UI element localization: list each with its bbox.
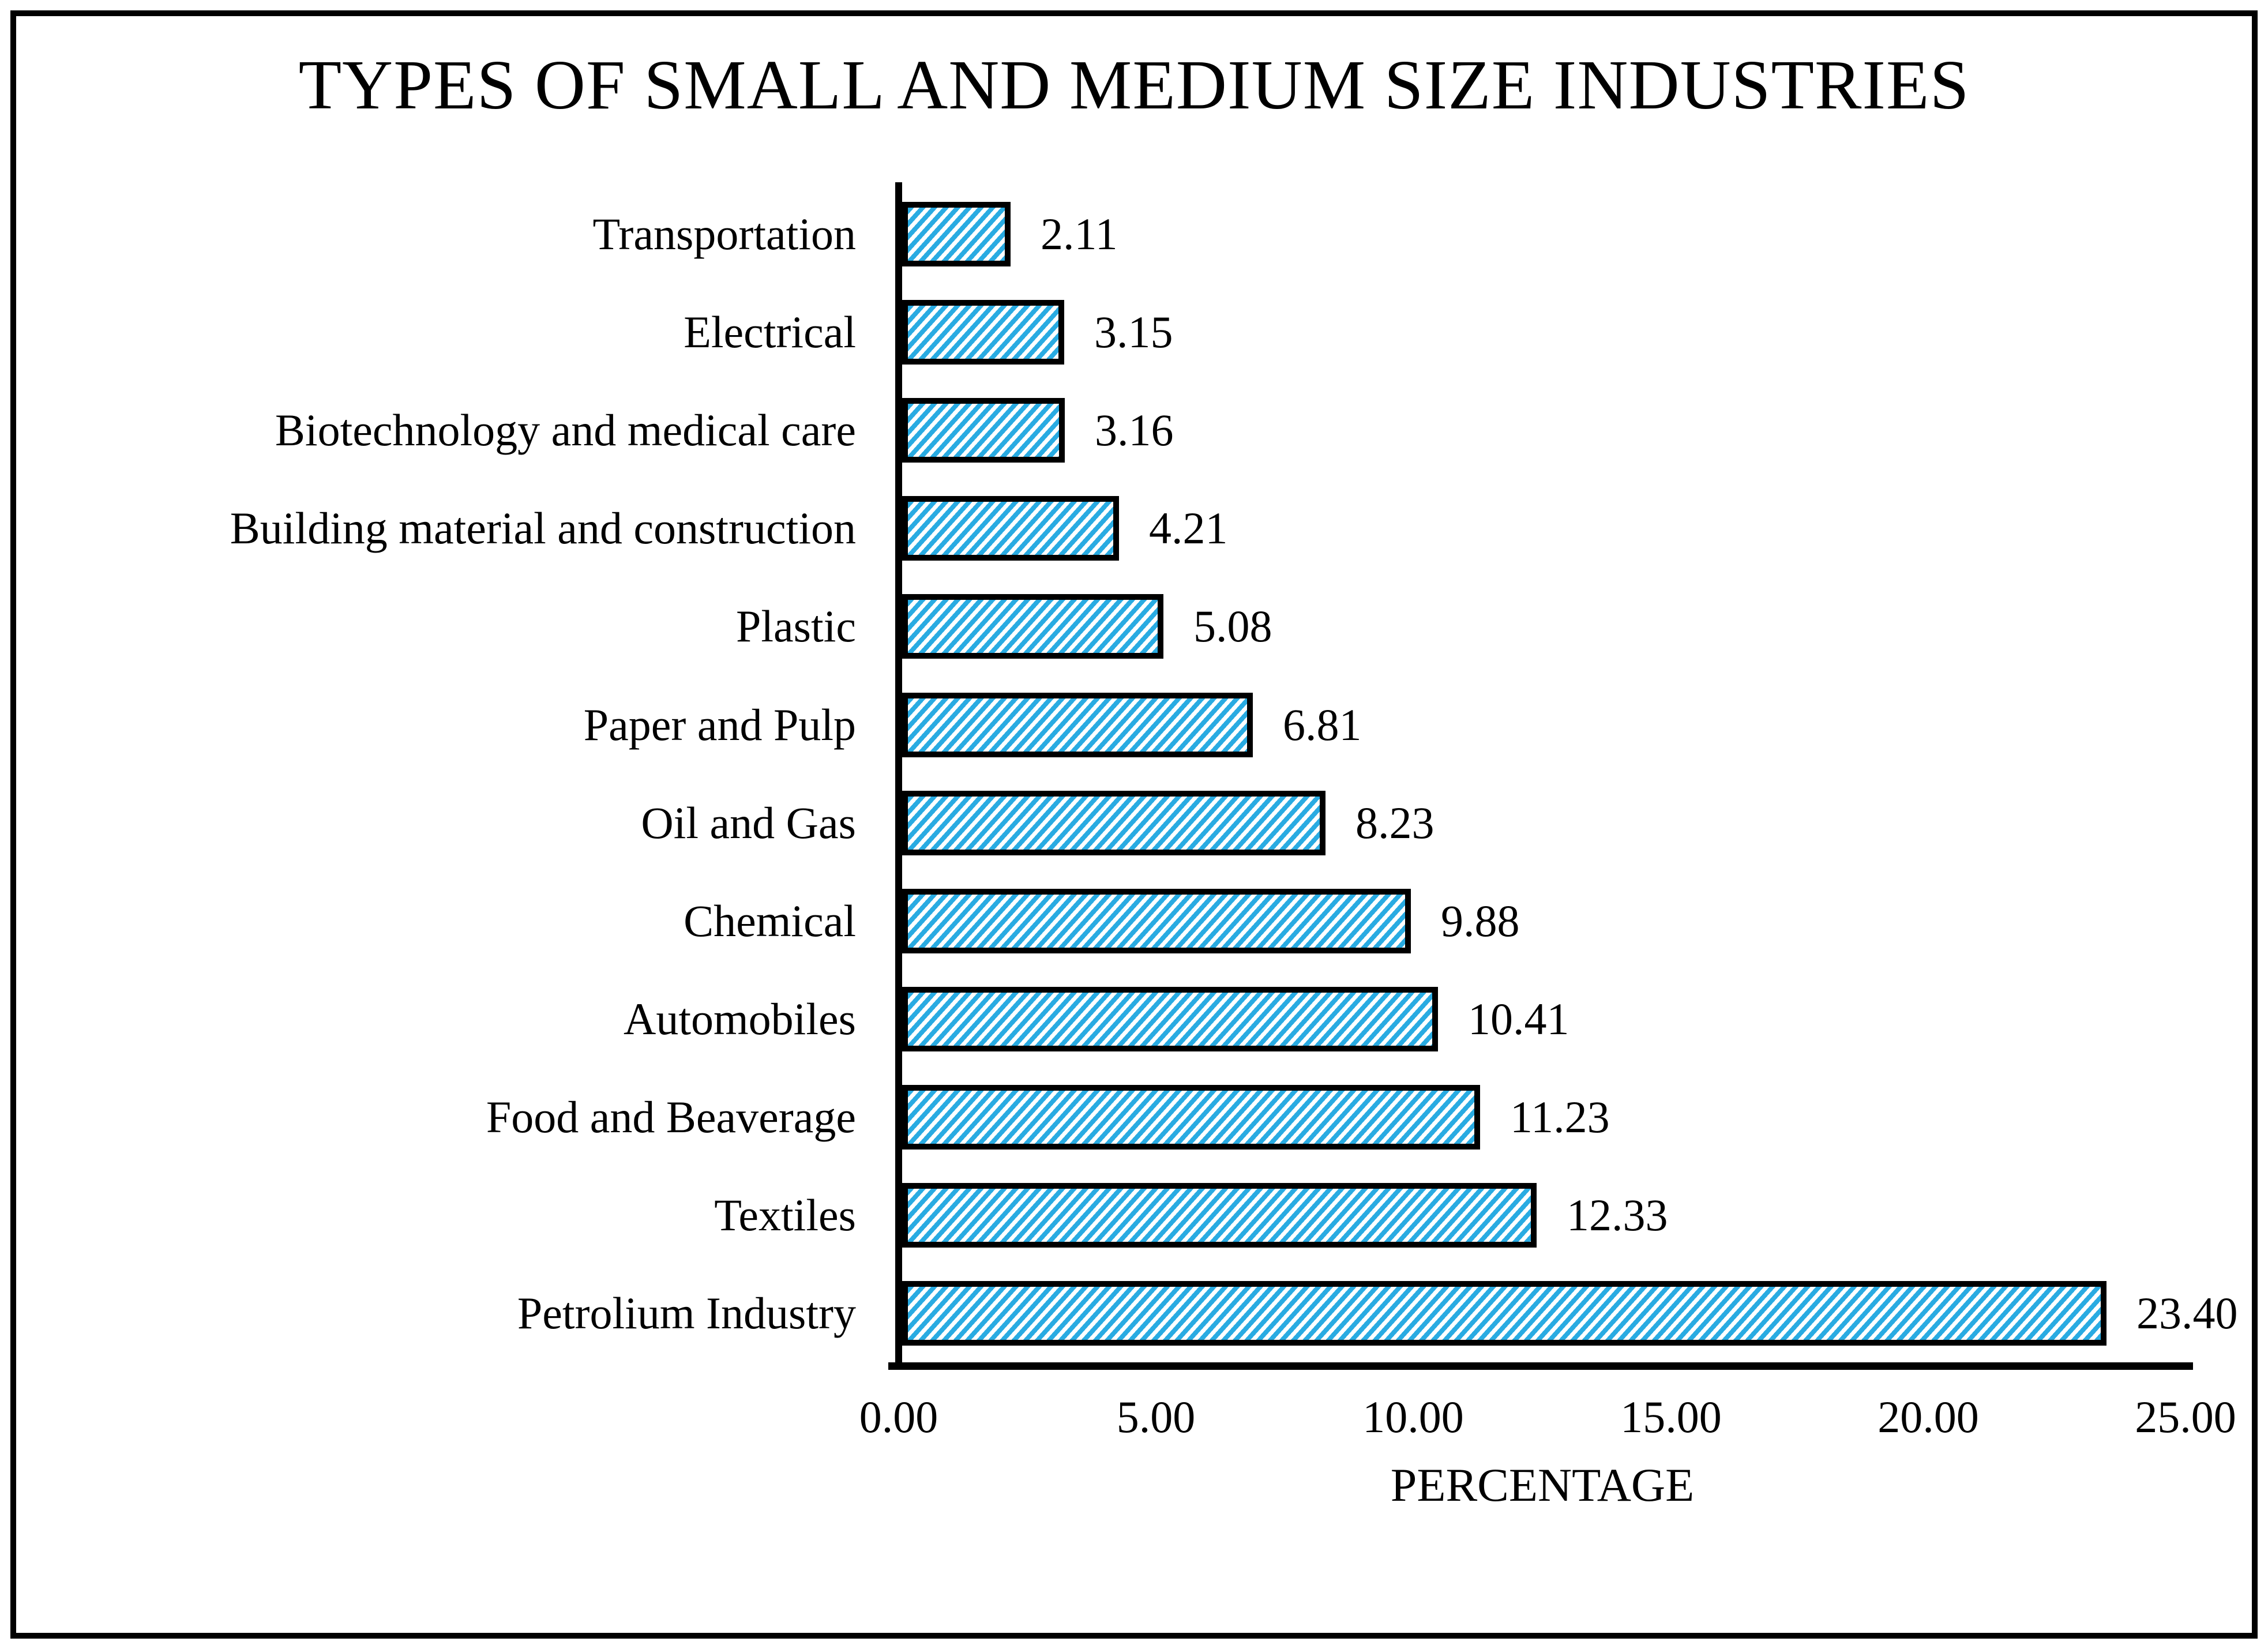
category-label: Electrical (684, 307, 856, 357)
bar-value-label: 10.41 (1468, 994, 1569, 1044)
bar-row: 10.41 (902, 987, 1569, 1051)
x-axis-tick-label: 10.00 (1362, 1392, 1464, 1442)
bar (902, 693, 1253, 757)
bar-row: 3.15 (902, 300, 1173, 365)
bar-row: 9.88 (902, 889, 1520, 953)
bar-row: 6.81 (902, 693, 1362, 757)
x-axis-tick-label: 25.00 (2135, 1392, 2236, 1442)
bar-value-label: 5.08 (1193, 601, 1272, 651)
category-label: Textiles (714, 1190, 856, 1240)
category-label: Oil and Gas (641, 798, 856, 848)
bar-row: 8.23 (902, 791, 1435, 855)
x-axis-tick-label: 20.00 (1878, 1392, 1979, 1442)
bar (902, 300, 1064, 365)
category-label: Building material and construction (230, 503, 856, 553)
x-axis-tick-label: 0.00 (859, 1392, 938, 1442)
category-label: Automobiles (624, 994, 856, 1044)
chart-outer-border (10, 10, 2258, 1639)
bar (902, 1281, 2106, 1346)
bar-value-label: 3.16 (1095, 405, 1174, 455)
bar-value-label: 11.23 (1510, 1092, 1610, 1142)
bar-row: 2.11 (902, 202, 1118, 266)
bar-value-label: 12.33 (1567, 1190, 1668, 1240)
bar (902, 1085, 1480, 1150)
bar (902, 398, 1065, 463)
category-label: Plastic (736, 601, 856, 651)
bar (902, 889, 1411, 953)
bar-row: 3.16 (902, 398, 1174, 463)
y-axis-line (895, 182, 902, 1369)
bar-value-label: 9.88 (1441, 896, 1520, 946)
x-axis-tick-label: 15.00 (1620, 1392, 1722, 1442)
x-axis-tick-label: 5.00 (1116, 1392, 1196, 1442)
bar-value-label: 6.81 (1283, 700, 1362, 750)
bar-value-label: 2.11 (1041, 209, 1118, 259)
category-label: Transportation (592, 209, 856, 259)
bar (902, 987, 1438, 1051)
category-label: Petrolium Industry (517, 1288, 856, 1338)
chart-title: TYPES OF SMALL AND MEDIUM SIZE INDUSTRIE… (298, 46, 1970, 124)
bar-value-label: 4.21 (1149, 503, 1228, 553)
bar (902, 202, 1011, 266)
bar (902, 496, 1119, 561)
bar-row: 12.33 (902, 1183, 1668, 1248)
x-axis-line (888, 1362, 2193, 1370)
bar-value-label: 23.40 (2136, 1288, 2238, 1338)
bar (902, 594, 1163, 659)
bar-row: 5.08 (902, 594, 1272, 659)
category-label: Biotechnology and medical care (275, 405, 856, 455)
category-label: Chemical (684, 896, 856, 946)
bar (902, 1183, 1537, 1248)
bar-value-label: 3.15 (1094, 307, 1173, 357)
bar-row: 23.40 (902, 1281, 2238, 1346)
bar (902, 791, 1325, 855)
category-label: Food and Beaverage (486, 1092, 856, 1142)
x-axis-title: PERCENTAGE (1390, 1459, 1695, 1511)
bar-row: 11.23 (902, 1085, 1610, 1150)
category-label: Paper and Pulp (583, 700, 856, 750)
bar-value-label: 8.23 (1355, 798, 1435, 848)
bar-row: 4.21 (902, 496, 1228, 561)
